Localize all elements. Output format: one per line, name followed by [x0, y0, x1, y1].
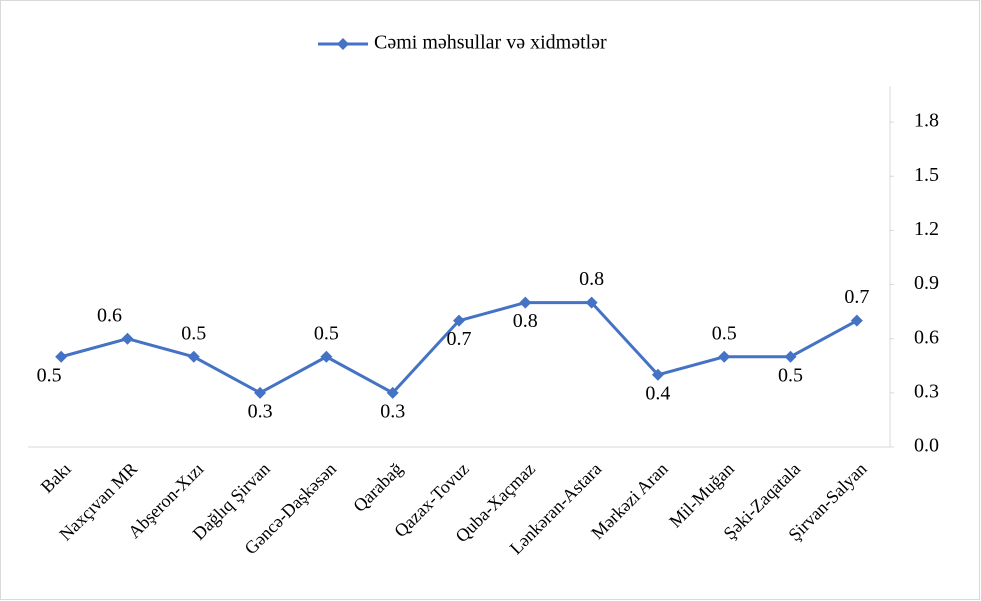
y-tick-label: 0.9	[914, 272, 939, 294]
data-label: 0.5	[712, 322, 737, 344]
y-tick-label: 0.0	[914, 435, 939, 457]
legend-marker	[337, 38, 349, 50]
data-label: 0.7	[844, 286, 869, 308]
marker	[386, 386, 399, 399]
marker	[320, 350, 333, 363]
data-label: 0.5	[37, 364, 62, 386]
legend-label: Cəmi məhsullar və xidmətlər	[374, 32, 607, 54]
y-tick-label: 0.3	[914, 380, 939, 402]
y-tick-label: 1.2	[914, 218, 939, 240]
marker	[187, 350, 200, 363]
y-tick-label: 1.5	[914, 164, 939, 186]
data-label: 0.3	[248, 400, 273, 422]
y-tick-label: 1.8	[914, 110, 939, 132]
data-label: 0.5	[778, 364, 803, 386]
marker	[784, 350, 797, 363]
marker	[850, 314, 863, 327]
marker	[453, 314, 465, 327]
marker	[651, 368, 664, 381]
marker	[121, 332, 134, 345]
marker	[519, 296, 532, 309]
data-label: 0.3	[380, 400, 405, 422]
data-label: 0.8	[513, 310, 538, 332]
data-label: 0.8	[579, 268, 604, 290]
marker	[718, 350, 731, 363]
data-label: 0.5	[181, 322, 206, 344]
data-label: 0.4	[645, 382, 670, 404]
data-label: 0.5	[314, 322, 339, 344]
y-tick-label: 0.6	[914, 326, 939, 348]
marker	[585, 296, 598, 309]
marker	[254, 386, 267, 399]
marker	[55, 350, 68, 363]
data-label: 0.7	[447, 328, 472, 350]
data-label: 0.6	[97, 304, 122, 326]
